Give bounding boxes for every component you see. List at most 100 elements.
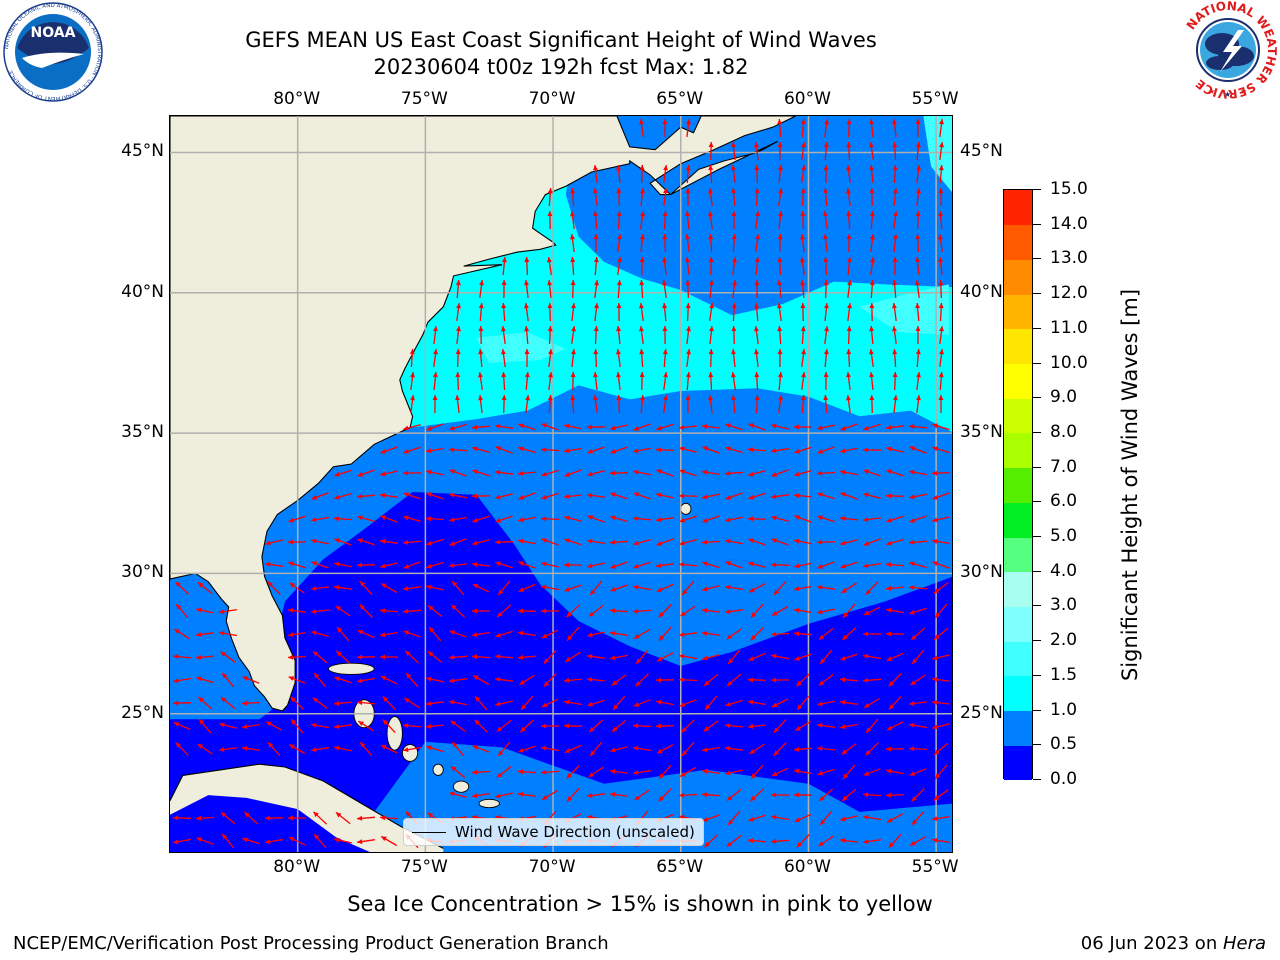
colorbar-tick-label: 5.0 xyxy=(1050,526,1078,547)
colorbar-tick-label: 0.0 xyxy=(1050,769,1078,789)
wave-arrow xyxy=(932,723,950,730)
wave-arrow xyxy=(525,395,530,413)
wave-arrow xyxy=(196,837,214,845)
wave-arrow xyxy=(518,446,536,454)
wave-arrow xyxy=(587,699,605,707)
wave-arrow xyxy=(380,562,398,569)
wave-arrow xyxy=(172,838,192,845)
wave-arrow xyxy=(933,627,949,641)
wave-arrow xyxy=(885,768,905,775)
wave-arrow xyxy=(747,516,767,522)
wave-arrow xyxy=(616,349,621,367)
wave-arrow xyxy=(656,563,674,568)
wave-arrow xyxy=(869,187,875,207)
wave-arrow xyxy=(656,492,674,499)
colorbar-bin xyxy=(1004,294,1032,330)
wave-arrow xyxy=(587,493,605,498)
wave-arrow xyxy=(846,141,852,161)
wave-arrow xyxy=(702,424,720,429)
wave-arrow xyxy=(679,538,697,546)
wave-arrow xyxy=(517,470,537,476)
wave-arrow xyxy=(311,586,329,591)
colorbar-tick-label: 11.0 xyxy=(1050,317,1088,338)
wave-arrow xyxy=(893,188,898,206)
lat-label-right: 45°N xyxy=(960,141,1003,162)
wave-arrow xyxy=(541,561,559,568)
wave-arrow xyxy=(800,118,806,138)
island-5 xyxy=(453,780,470,793)
wave-arrow xyxy=(196,632,214,637)
wave-arrow xyxy=(547,302,553,322)
wave-arrow xyxy=(748,538,766,546)
wave-arrow xyxy=(334,538,352,546)
wave-arrow xyxy=(334,492,352,500)
wave-arrow xyxy=(824,119,829,137)
wave-arrow xyxy=(426,423,444,431)
wave-arrow xyxy=(403,446,421,454)
wave-arrow xyxy=(426,676,444,683)
wave-arrow xyxy=(333,516,353,522)
wave-arrow xyxy=(639,326,644,344)
wave-arrow xyxy=(702,608,720,613)
wave-arrow xyxy=(175,742,189,756)
wave-arrow xyxy=(639,303,644,321)
wave-arrow xyxy=(610,792,628,797)
wave-arrow xyxy=(587,562,605,569)
wave-arrow xyxy=(749,743,765,755)
wave-arrow xyxy=(748,652,766,662)
wave-arrow xyxy=(633,770,651,775)
wave-arrow xyxy=(869,394,875,414)
wave-arrow xyxy=(754,349,759,367)
wave-arrow xyxy=(778,188,783,206)
lat-label-left: 25°N xyxy=(121,702,164,723)
coastline xyxy=(170,116,796,712)
wave-arrow xyxy=(931,837,951,844)
island-8 xyxy=(680,502,692,515)
wave-arrow xyxy=(635,649,649,665)
wave-arrow xyxy=(403,586,421,592)
wave-arrow xyxy=(449,492,467,499)
wave-arrow xyxy=(405,672,419,688)
wave-arrow xyxy=(639,119,644,137)
wave-arrow xyxy=(886,446,904,453)
wave-arrow xyxy=(777,164,783,184)
wave-arrow xyxy=(219,747,237,752)
wave-arrow xyxy=(478,325,484,345)
wave-arrow xyxy=(680,605,696,617)
wave-arrow xyxy=(863,517,881,522)
wave-arrow xyxy=(310,722,330,729)
wave-arrow xyxy=(495,446,513,454)
wave-arrow xyxy=(842,603,856,619)
wave-arrow xyxy=(617,257,622,275)
wave-arrow xyxy=(547,325,553,345)
colorbar-tick-label: 3.0 xyxy=(1050,595,1078,616)
wave-arrow xyxy=(840,492,858,500)
wave-arrow xyxy=(518,745,536,753)
wave-arrow xyxy=(586,538,606,545)
wave-arrow xyxy=(915,302,921,322)
wave-arrow xyxy=(570,371,576,391)
wave-arrow xyxy=(678,677,698,683)
wave-arrow xyxy=(725,446,743,454)
wave-arrow xyxy=(800,302,806,322)
wave-arrow xyxy=(662,302,668,322)
wave-arrow xyxy=(380,675,398,685)
wave-arrow xyxy=(242,837,260,845)
wave-arrow xyxy=(686,326,691,344)
wave-arrow xyxy=(725,561,743,569)
wave-arrow xyxy=(198,718,212,734)
wave-arrow xyxy=(685,187,691,207)
wave-arrow xyxy=(656,423,674,431)
wave-arrow xyxy=(847,280,852,298)
wave-arrow xyxy=(632,516,652,522)
wave-arrow xyxy=(518,492,536,500)
colorbar-tick-mark xyxy=(1033,362,1041,364)
wave-arrow xyxy=(494,539,514,545)
wave-arrow xyxy=(777,256,783,276)
wave-arrow xyxy=(221,833,235,849)
wave-arrow xyxy=(794,653,812,661)
wave-arrow xyxy=(267,581,281,595)
wave-arrow xyxy=(869,302,875,322)
wave-arrow xyxy=(640,188,645,206)
chart-title: GEFS MEAN US East Coast Significant Heig… xyxy=(245,28,877,52)
